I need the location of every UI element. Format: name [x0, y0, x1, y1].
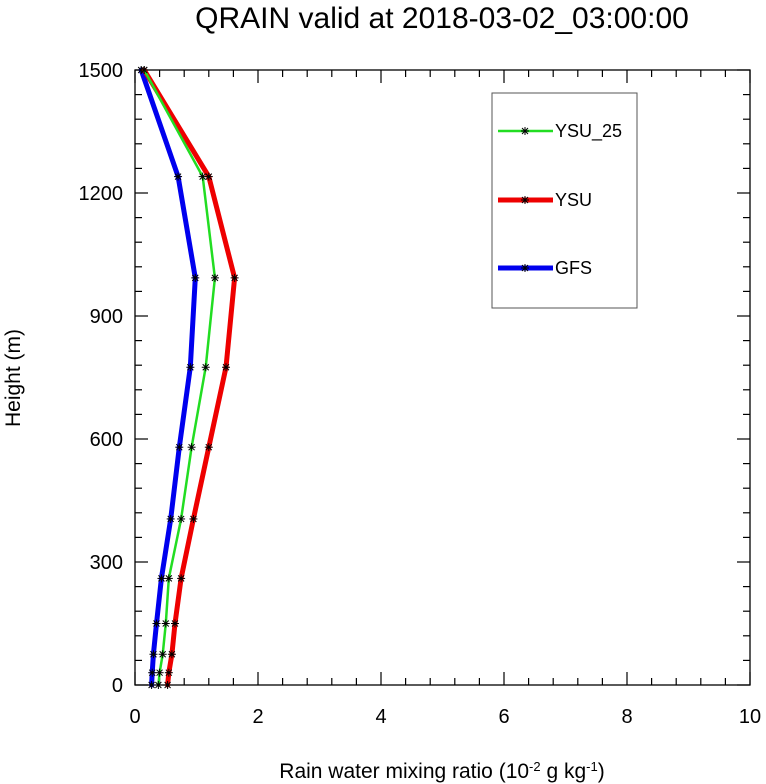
- y-tick-label: 300: [90, 552, 123, 574]
- chart-title: QRAIN valid at 2018-03-02_03:00:00: [195, 2, 689, 35]
- legend-item-ysu: YSU: [498, 190, 592, 210]
- x-tick-label: 0: [129, 706, 140, 728]
- data-point-marker: [152, 619, 161, 628]
- data-point-marker: [230, 273, 239, 282]
- y-tick-labels: 0 300 600 900 1200 1500: [79, 60, 124, 697]
- x-tick-label: 2: [252, 706, 263, 728]
- plot-frame: [134, 69, 751, 686]
- data-point-marker: [149, 650, 158, 659]
- series-layer: [137, 66, 239, 689]
- data-point-marker: [148, 668, 157, 677]
- data-point-marker: [163, 681, 172, 689]
- legend: YSU_25 YSU GFS: [491, 92, 638, 309]
- x-axis-label: Rain water mixing ratio (10-2 g kg-1): [279, 759, 604, 784]
- plot-border: [134, 69, 751, 686]
- data-point-marker: [189, 514, 198, 523]
- data-point-marker: [170, 619, 179, 628]
- y-tick-label: 0: [112, 675, 123, 697]
- y-tick-label: 1500: [79, 60, 124, 82]
- x-axis-label-exponent-1: -2: [529, 759, 541, 774]
- legend-item-ysu-25: YSU_25: [498, 121, 622, 142]
- data-point-marker: [177, 514, 186, 523]
- data-point-marker: [167, 650, 176, 659]
- data-point-marker: [222, 363, 231, 372]
- x-tick-label: 4: [375, 706, 386, 728]
- data-point-marker: [174, 172, 183, 181]
- data-point-marker: [155, 668, 164, 677]
- legend-marker: [521, 127, 529, 135]
- x-axis-label-prefix: Rain water mixing ratio (10: [279, 760, 529, 783]
- data-point-marker: [187, 443, 196, 452]
- data-point-marker: [157, 574, 166, 583]
- data-point-marker: [177, 574, 186, 583]
- data-point-marker: [175, 443, 184, 452]
- x-axis-label-suffix: ): [598, 760, 605, 783]
- data-point-marker: [164, 668, 173, 677]
- x-tick-label: 6: [498, 706, 509, 728]
- x-tick-label: 8: [621, 706, 632, 728]
- data-point-marker: [154, 681, 163, 689]
- data-point-marker: [198, 172, 207, 181]
- data-point-marker: [186, 363, 195, 372]
- series-ysu: [140, 66, 239, 689]
- data-point-marker: [204, 443, 213, 452]
- data-point-marker: [210, 273, 219, 282]
- x-tick-label: 10: [739, 706, 761, 728]
- legend-label: GFS: [555, 258, 592, 278]
- data-point-marker: [158, 650, 167, 659]
- data-point-marker: [147, 681, 156, 689]
- axis-ticks: [134, 69, 751, 686]
- x-tick-labels: 0 2 4 6 8 10: [129, 706, 761, 728]
- y-axis-label: Height (m): [2, 329, 25, 427]
- data-point-marker: [191, 273, 200, 282]
- x-axis-label-exponent-2: -1: [586, 759, 598, 774]
- x-axis-label-middle: g kg: [541, 760, 587, 783]
- legend-marker: [521, 264, 529, 272]
- series-ysu-25: [140, 66, 219, 689]
- y-tick-label: 600: [90, 429, 123, 451]
- legend-label: YSU: [555, 190, 592, 210]
- data-point-marker: [201, 363, 210, 372]
- data-point-marker: [161, 619, 170, 628]
- legend-item-gfs: GFS: [498, 258, 592, 278]
- legend-label: YSU_25: [555, 121, 622, 142]
- y-tick-label: 1200: [79, 183, 124, 205]
- legend-marker: [521, 196, 529, 204]
- data-point-marker: [164, 574, 173, 583]
- y-tick-label: 900: [90, 306, 123, 328]
- data-point-marker: [140, 66, 149, 74]
- data-point-marker: [166, 514, 175, 523]
